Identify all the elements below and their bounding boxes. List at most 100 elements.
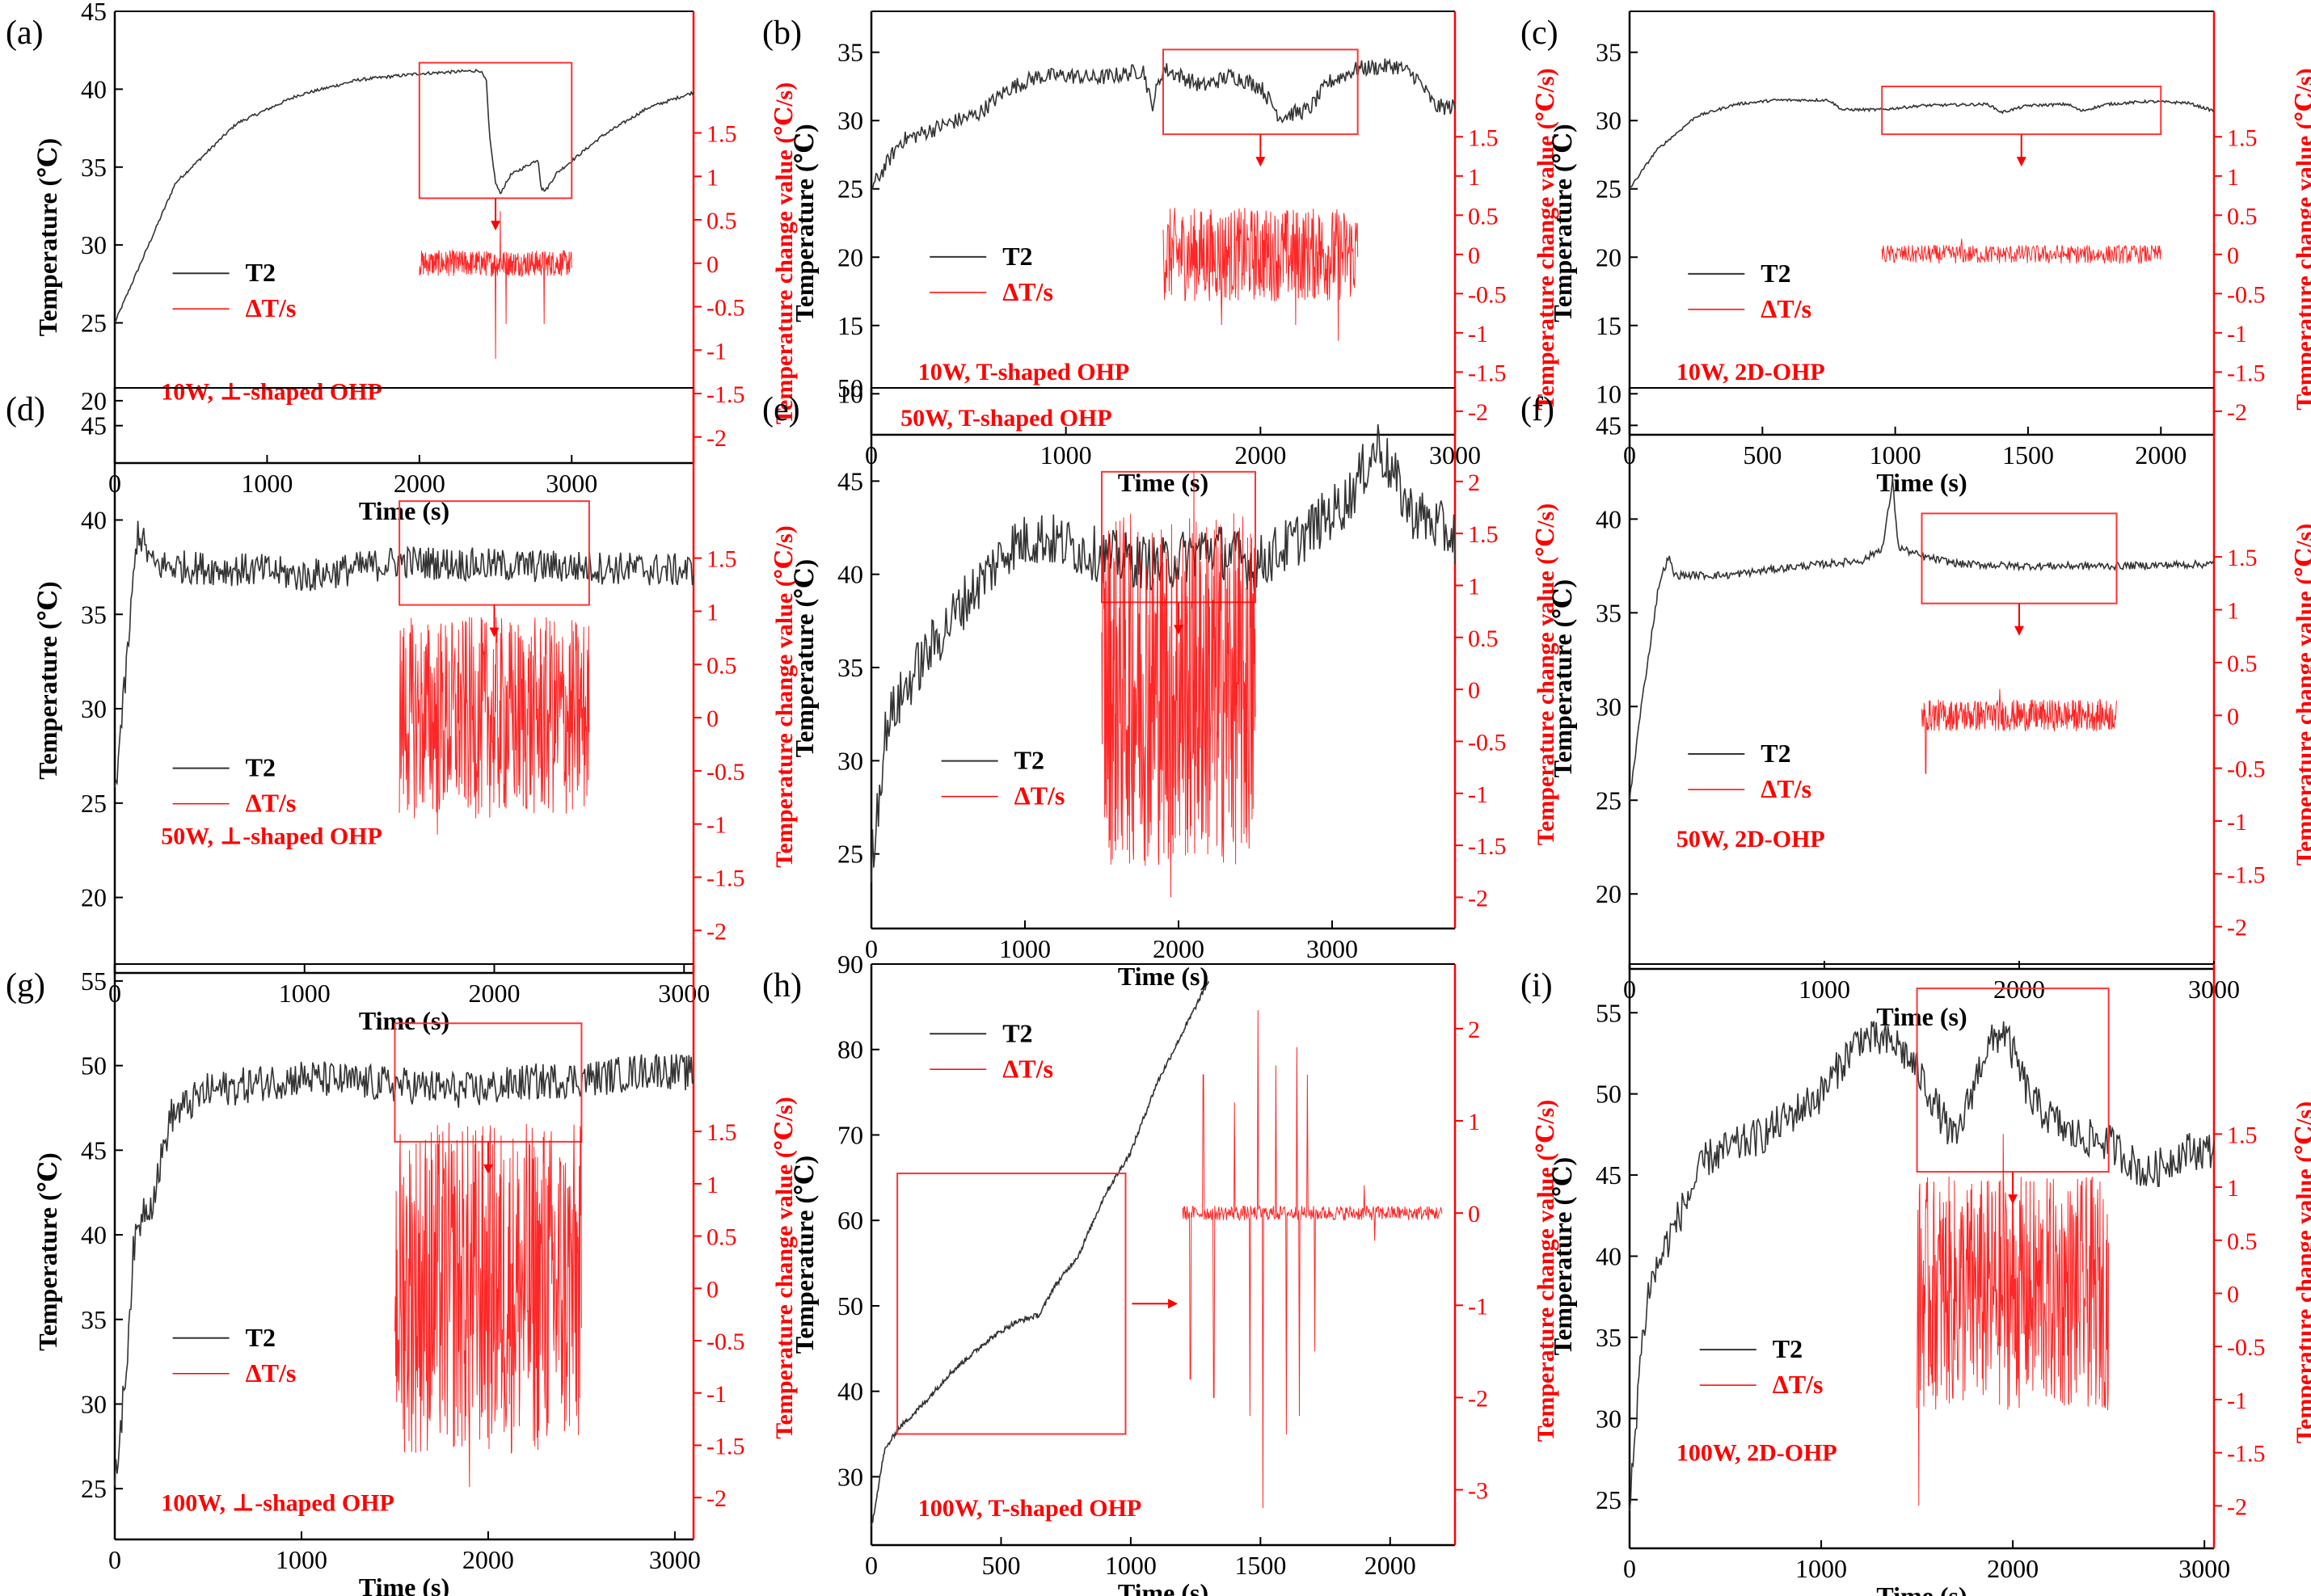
zoom-box [418, 61, 573, 200]
y2-tick-label: 0 [1468, 242, 1480, 269]
condition-annotation: 100W, ⊥-shaped OHP [161, 1489, 394, 1516]
legend-delta-label: ΔT/s [246, 293, 297, 322]
t2-series-line [871, 423, 1456, 883]
panel-label: (g) [6, 967, 45, 1004]
y2-tick-label: -2 [1468, 399, 1488, 426]
y-axis-label: Temperature (℃) [790, 1156, 819, 1354]
legend-delta-label: ΔT/s [1014, 781, 1065, 811]
y2-axis-label: Temperature change value (℃/s) [2292, 524, 2311, 865]
x-tick-label: 2000 [1987, 1554, 2039, 1583]
y-tick-label: 50 [1596, 1080, 1621, 1109]
condition-annotation: 100W, T-shaped OHP [918, 1495, 1142, 1522]
y2-tick-label: 0.5 [1468, 625, 1499, 652]
y2-tick-label: 0 [706, 1276, 719, 1303]
x-axis-label: Time (s) [1118, 1578, 1208, 1596]
y-tick-label: 30 [81, 1389, 107, 1418]
x-tick-label: 1000 [1870, 440, 1921, 470]
y2-tick-label: 0.5 [706, 652, 737, 679]
x-tick-label: 1000 [241, 469, 293, 498]
y2-tick-label: -0.5 [706, 295, 745, 322]
x-tick-label: 1500 [2002, 440, 2054, 470]
x-tick-label: 1000 [1795, 1554, 1847, 1583]
zoom-box [896, 1173, 1127, 1435]
y2-tick-label: 1 [1468, 1109, 1480, 1135]
y2-tick-label: -2 [2227, 399, 2247, 426]
legend-delta-label: ΔT/s [1002, 277, 1053, 306]
y2-axis-label: Temperature change value (℃/s) [771, 525, 798, 867]
y2-axis-label: Temperature change value (℃/s) [1533, 68, 1559, 410]
x-tick-label: 500 [981, 1551, 1020, 1580]
x-axis-label: Time (s) [1118, 962, 1208, 991]
y2-tick-label: 0.5 [2227, 651, 2258, 677]
y2-tick-label: -1 [1468, 321, 1488, 347]
y-tick-label: 25 [81, 309, 107, 338]
chart-panel-b: (b)0100020003000101520253035-2-1.5-1-0.5… [762, 11, 1559, 497]
y-tick-label: 35 [837, 653, 863, 682]
y2-tick-label: 1.5 [706, 1119, 737, 1146]
y-tick-label: 20 [81, 883, 107, 912]
y-tick-label: 30 [81, 694, 107, 723]
legend-t2-label: T2 [1014, 746, 1044, 775]
y2-tick-label: 1 [706, 164, 719, 191]
x-axis-label: Time (s) [359, 1573, 449, 1596]
zoom-box [1921, 512, 2118, 604]
y2-tick-label: -0.5 [706, 759, 745, 785]
y2-tick-label: 0 [1468, 1201, 1480, 1228]
y-tick-label: 55 [81, 966, 107, 996]
condition-annotation: 100W, 2D-OHP [1676, 1440, 1837, 1467]
y2-tick-label: 1 [1468, 164, 1480, 191]
x-axis-label: Time (s) [1876, 1581, 1967, 1596]
legend-t2-label: T2 [1761, 739, 1790, 768]
chart-panel-h: (h) 0 500 1000 1500 2000 30 40 50 60 70 80 90 -3 -2 -1 0… [762, 950, 1559, 1596]
delta-series-line [1101, 470, 1256, 898]
x-tick-label: 2000 [1153, 934, 1204, 963]
y-tick-label: 50 [837, 1291, 863, 1320]
legend-t2-label: T2 [1002, 1018, 1032, 1047]
delta-series-line [1162, 208, 1359, 341]
y-tick-label: 40 [837, 1377, 863, 1406]
y2-tick-label: 0.5 [2227, 203, 2258, 230]
y2-tick-label: 0 [706, 705, 719, 732]
condition-annotation: 10W, ⊥-shaped OHP [161, 379, 382, 406]
legend-delta-label: ΔT/s [1761, 774, 1811, 803]
x-axis-label: Time (s) [1876, 1002, 1967, 1031]
y2-tick-label: 2 [1468, 1017, 1480, 1043]
y2-tick-label: -1.5 [2227, 1441, 2266, 1468]
y-axis-label: Temperature (℃) [1548, 579, 1577, 777]
panel-label: (a) [6, 15, 44, 52]
y-tick-label: 30 [837, 1462, 863, 1491]
y-tick-label: 45 [1596, 1160, 1621, 1190]
y-axis-label: Temperature (℃) [33, 1152, 62, 1350]
t2-series-line [871, 980, 1209, 1527]
t2-series-line [1629, 1021, 2215, 1511]
y2-tick-label: -2 [706, 918, 727, 945]
condition-annotation: 10W, T-shaped OHP [918, 359, 1130, 385]
y2-tick-label: -2 [1468, 1385, 1488, 1412]
condition-annotation: 10W, 2D-OHP [1676, 359, 1825, 385]
delta-series-line [1182, 1010, 1443, 1509]
y-tick-label: 10 [837, 379, 863, 408]
y2-tick-label: -1 [706, 1381, 727, 1408]
x-tick-label: 2000 [1364, 1551, 1416, 1580]
t2-series-line [114, 1054, 694, 1486]
y2-tick-label: 1 [2227, 1175, 2239, 1202]
y2-tick-label: -1.5 [706, 381, 745, 408]
x-tick-label: 1500 [1234, 1551, 1286, 1580]
y-tick-label: 20 [1596, 879, 1621, 908]
x-tick-label: 1000 [1105, 1551, 1157, 1580]
x-axis-label: Time (s) [1876, 468, 1967, 497]
legend-t2-label: T2 [1002, 242, 1032, 271]
chart-panel-i: (i) 0 1000 2000 3000 25 30 35 40 45 50 55 -2 -1.5 -1 -0… [1520, 963, 2311, 1596]
legend-delta-label: ΔT/s [246, 1358, 297, 1388]
y-tick-label: 70 [837, 1120, 863, 1149]
y2-tick-label: -1.5 [706, 865, 745, 892]
legend-t2-label: T2 [246, 753, 276, 782]
chart-panel-a: (a) 0 1000 2000 3000 20 25 30 35 40 45 -2 -1.5 -1 -0.5… [6, 0, 798, 525]
y2-tick-label: 1 [1468, 573, 1480, 600]
condition-annotation: 50W, ⊥-shaped OHP [161, 823, 382, 850]
y-tick-label: 30 [837, 746, 863, 775]
y-tick-label: 20 [1596, 242, 1621, 272]
x-tick-label: 3000 [2178, 1554, 2230, 1583]
y-axis-label: Temperature (℃) [1548, 124, 1577, 322]
x-tick-label: 2000 [2135, 440, 2187, 470]
